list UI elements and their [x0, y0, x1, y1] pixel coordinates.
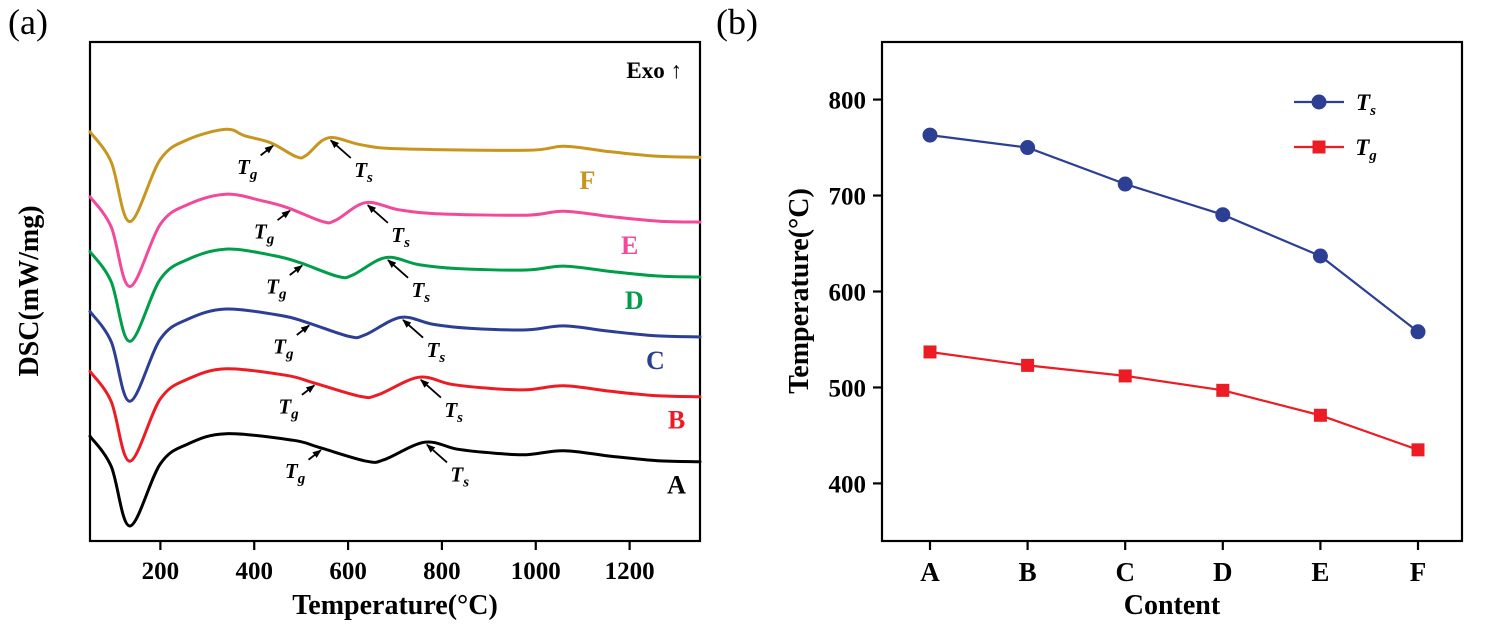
ts-annotation-C-arrow: [402, 319, 424, 339]
dsc-sample-label-A: A: [667, 471, 686, 500]
panel-b-category-label: D: [1213, 557, 1233, 587]
tg-annotation-E-label: Tg: [254, 220, 275, 248]
panel-b-category-label: E: [1311, 557, 1329, 587]
panel-a-xtick-label: 200: [142, 558, 180, 585]
dsc-sample-label-C: C: [646, 346, 665, 375]
tg-annotation-C-arrow: [296, 324, 310, 336]
panel-b-yaxis-title: Temperature(°C): [784, 188, 815, 394]
tg-annotation-B-label: Tg: [278, 394, 299, 422]
panel-a-xtick-label: 1200: [605, 558, 655, 585]
series-marker-Ts: [1410, 324, 1426, 340]
ts-annotation-F-label: Ts: [354, 158, 373, 186]
ts-annotation-C-label: Ts: [426, 338, 445, 366]
dsc-sample-label-F: F: [579, 166, 595, 195]
tg-annotation-F-arrow: [260, 145, 274, 157]
dsc-sample-label-D: D: [625, 286, 644, 315]
series-marker-Tg: [923, 345, 937, 359]
panel-a-xtick-label: 400: [235, 558, 273, 585]
panel-b-category-label: B: [1019, 557, 1037, 587]
panel-b-ytick-label: 400: [829, 471, 867, 498]
panel-b-ytick-label: 800: [829, 88, 867, 115]
panel-b-ytick-label: 700: [829, 184, 867, 211]
dsc-curve-D: [88, 247, 702, 343]
dsc-curve-C: [88, 307, 702, 403]
series-marker-Tg: [1118, 369, 1132, 383]
ts-annotation-A-label: Ts: [450, 463, 469, 491]
tg-annotation-A-label: Tg: [285, 459, 306, 487]
legend-label-Ts: Ts: [1356, 90, 1376, 119]
panel-a-xtick-label: 600: [329, 558, 367, 585]
series-line-Ts: [929, 134, 1419, 333]
series-marker-Tg: [1216, 383, 1230, 397]
panel-a-xtick-label: 800: [423, 558, 461, 585]
ts-annotation-D-label: Ts: [411, 278, 430, 306]
panel-b-xaxis-title: Content: [1123, 590, 1221, 621]
tg-annotation-B-arrow: [301, 384, 316, 396]
ts-annotation-E-arrow: [367, 204, 389, 224]
series-marker-Ts: [1215, 207, 1231, 223]
panel-b-category-label: A: [920, 557, 940, 587]
panel-a-plot-frame: [88, 40, 702, 543]
panel-b-category-label: C: [1115, 557, 1135, 587]
series-marker-Ts: [1020, 140, 1036, 156]
ts-annotation-B-label: Ts: [444, 398, 463, 426]
panel-a-label: (a): [8, 2, 48, 42]
legend-marker-Tg: [1312, 140, 1326, 154]
ts-annotation-F-arrow: [329, 139, 352, 159]
ts-annotation-A-arrow: [426, 444, 448, 464]
dsc-curve-A: [88, 432, 702, 528]
dsc-sample-label-E: E: [621, 231, 638, 260]
series-marker-Ts: [922, 127, 938, 143]
dsc-sample-label-B: B: [668, 406, 685, 435]
exo-direction-label: Exo ↑: [626, 58, 682, 83]
panel-b-ytick-label: 500: [829, 375, 867, 402]
tg-annotation-E-arrow: [276, 209, 291, 221]
series-marker-Tg: [1313, 408, 1327, 422]
panel-b-category-label: F: [1410, 557, 1427, 587]
series-marker-Ts: [1117, 176, 1133, 192]
tg-annotation-F-label: Tg: [237, 155, 258, 183]
ts-annotation-D-arrow: [387, 259, 409, 279]
series-marker-Tg: [1411, 443, 1425, 457]
series-line-Tg: [929, 350, 1419, 451]
series-marker-Tg: [1021, 358, 1035, 372]
dsc-curve-B: [88, 367, 702, 463]
tg-annotation-D-arrow: [289, 264, 303, 276]
panel-b-label: (b): [716, 2, 758, 42]
ts-annotation-E-label: Ts: [391, 223, 410, 251]
ts-annotation-B-arrow: [420, 379, 442, 399]
series-marker-Ts: [1312, 248, 1328, 264]
panel-a-xtick-label: 1000: [511, 558, 561, 585]
dsc-curve-E: [88, 192, 702, 288]
tg-annotation-D-label: Tg: [266, 275, 287, 303]
dsc-curve-F: [88, 127, 702, 224]
panel-a-yaxis-title: DSC(mW/mg): [14, 205, 45, 377]
tg-annotation-C-label: Tg: [273, 334, 294, 362]
legend-label-Tg: Tg: [1355, 135, 1377, 164]
panel-b-ytick-label: 600: [829, 280, 867, 307]
legend-marker-Ts: [1311, 94, 1327, 110]
tg-annotation-A-arrow: [307, 449, 322, 461]
panel-a-xaxis-title: Temperature(°C): [292, 590, 498, 621]
